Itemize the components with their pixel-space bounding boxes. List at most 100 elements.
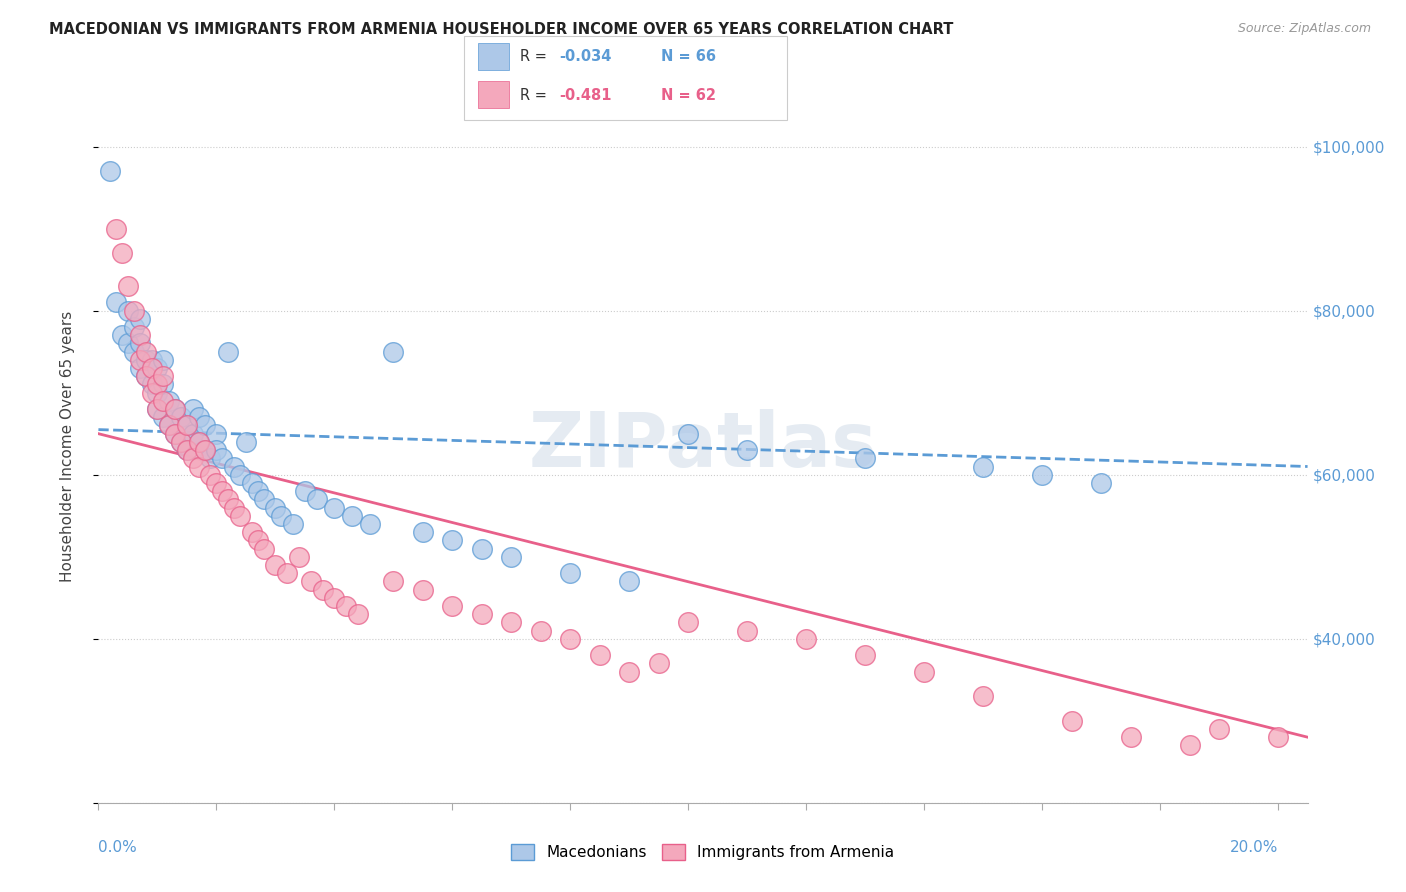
Point	[246, 484, 269, 499]
Point	[217, 492, 239, 507]
Point	[157, 418, 180, 433]
Point	[157, 418, 180, 433]
Point	[501, 549, 523, 564]
Point	[152, 410, 174, 425]
Point	[299, 574, 322, 589]
Text: R =: R =	[520, 49, 547, 63]
Point	[1119, 730, 1142, 744]
Point	[141, 361, 163, 376]
Point	[152, 393, 174, 408]
Legend: Macedonians, Immigrants from Armenia: Macedonians, Immigrants from Armenia	[505, 838, 901, 866]
Point	[281, 516, 304, 531]
Point	[187, 434, 209, 449]
Point	[181, 451, 204, 466]
Text: N = 62: N = 62	[661, 88, 716, 103]
Y-axis label: Householder Income Over 65 years: Householder Income Over 65 years	[60, 310, 75, 582]
Point	[128, 361, 150, 376]
Text: N = 66: N = 66	[661, 49, 716, 63]
Point	[222, 500, 245, 515]
Point	[222, 459, 245, 474]
Point	[187, 434, 209, 449]
Point	[471, 607, 494, 622]
Point	[382, 344, 405, 359]
Point	[246, 533, 269, 548]
Point	[200, 467, 222, 482]
Text: -0.034: -0.034	[560, 49, 612, 63]
Point	[1178, 739, 1201, 753]
Point	[141, 385, 163, 400]
Point	[501, 615, 523, 630]
Point	[323, 591, 346, 605]
Point	[294, 484, 316, 499]
Point	[170, 434, 193, 449]
Point	[359, 516, 381, 531]
Point	[441, 599, 464, 613]
Point	[340, 508, 363, 523]
Point	[735, 443, 758, 458]
Point	[211, 484, 233, 499]
Point	[146, 402, 169, 417]
Point	[240, 525, 263, 540]
Point	[152, 377, 174, 392]
Point	[412, 582, 434, 597]
Point	[152, 352, 174, 367]
Point	[276, 566, 298, 581]
Point	[122, 344, 145, 359]
Text: R =: R =	[520, 88, 547, 103]
Point	[560, 632, 582, 646]
Point	[347, 607, 370, 622]
Point	[141, 352, 163, 367]
Point	[335, 599, 357, 613]
Point	[323, 500, 346, 515]
Point	[152, 369, 174, 384]
Point	[128, 352, 150, 367]
Text: -0.481: -0.481	[560, 88, 612, 103]
Point	[235, 434, 257, 449]
Point	[735, 624, 758, 638]
Point	[135, 344, 157, 359]
Point	[382, 574, 405, 589]
Point	[200, 451, 222, 466]
Point	[853, 648, 876, 662]
Point	[252, 541, 274, 556]
Point	[560, 566, 582, 581]
Point	[187, 410, 209, 425]
Point	[972, 689, 994, 703]
Point	[264, 558, 287, 572]
Point	[187, 459, 209, 474]
Point	[678, 615, 700, 630]
Point	[853, 451, 876, 466]
Point	[117, 303, 139, 318]
Point	[111, 246, 134, 260]
Point	[194, 443, 217, 458]
Text: MACEDONIAN VS IMMIGRANTS FROM ARMENIA HOUSEHOLDER INCOME OVER 65 YEARS CORRELATI: MACEDONIAN VS IMMIGRANTS FROM ARMENIA HO…	[49, 22, 953, 37]
Point	[117, 279, 139, 293]
Point	[205, 443, 228, 458]
Point	[135, 369, 157, 384]
Point	[794, 632, 817, 646]
Point	[972, 459, 994, 474]
Point	[270, 508, 292, 523]
Point	[471, 541, 494, 556]
Point	[105, 295, 128, 310]
Point	[128, 311, 150, 326]
Point	[240, 475, 263, 490]
Point	[135, 369, 157, 384]
Text: 20.0%: 20.0%	[1230, 839, 1278, 855]
Point	[1208, 722, 1230, 736]
Point	[170, 410, 193, 425]
Point	[176, 418, 198, 433]
Point	[530, 624, 553, 638]
Point	[176, 443, 198, 458]
Point	[105, 221, 128, 235]
Point	[146, 402, 169, 417]
Point	[211, 451, 233, 466]
Text: Source: ZipAtlas.com: Source: ZipAtlas.com	[1237, 22, 1371, 36]
Point	[1090, 475, 1112, 490]
Point	[141, 377, 163, 392]
Point	[111, 328, 134, 343]
Point	[678, 426, 700, 441]
Point	[311, 582, 333, 597]
Point	[229, 508, 252, 523]
Point	[912, 665, 935, 679]
